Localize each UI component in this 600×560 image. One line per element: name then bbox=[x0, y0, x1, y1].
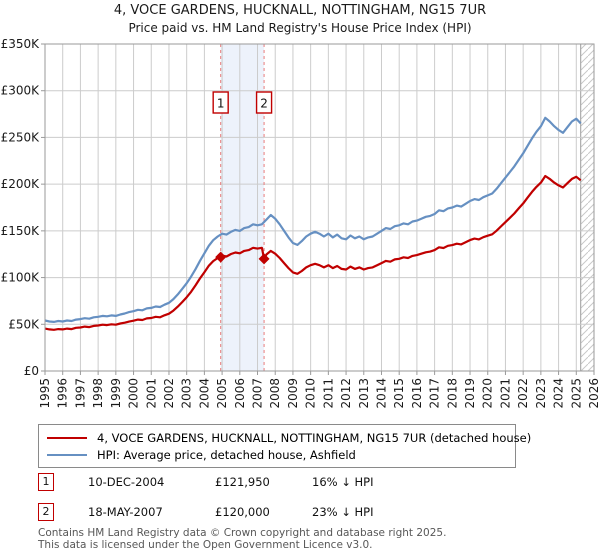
property-line-sample bbox=[47, 436, 87, 439]
x-tick-label: 2025 bbox=[569, 378, 583, 409]
x-tick-label: 2020 bbox=[481, 378, 495, 409]
x-tick-label: 1997 bbox=[73, 378, 87, 409]
y-tick-label: £150K bbox=[1, 224, 41, 238]
sale-1-flag: 1 bbox=[38, 473, 54, 491]
sale-marker-2 bbox=[258, 253, 270, 265]
x-tick-label: 2022 bbox=[516, 378, 530, 409]
x-tick-label: 2003 bbox=[180, 378, 194, 409]
x-tick-label: 2016 bbox=[410, 378, 424, 409]
x-tick-label: 2023 bbox=[534, 378, 548, 409]
page-title: 4, VOCE GARDENS, HUCKNALL, NOTTINGHAM, N… bbox=[113, 3, 487, 18]
legend-item-property: 4, VOCE GARDENS, HUCKNALL, NOTTINGHAM, N… bbox=[47, 429, 531, 446]
sale-row-2: 2 18-MAY-2007 £120,000 23% ↓ HPI bbox=[0, 503, 600, 523]
sale-2-price: £120,000 bbox=[215, 505, 270, 519]
x-tick-label: 2018 bbox=[445, 378, 459, 409]
x-tick-label: 2001 bbox=[144, 378, 158, 409]
x-tick-label: 2015 bbox=[392, 378, 406, 409]
legend: 4, VOCE GARDENS, HUCKNALL, NOTTINGHAM, N… bbox=[38, 424, 531, 468]
page-subtitle: Price paid vs. HM Land Registry's House … bbox=[128, 21, 472, 35]
svg-text:2: 2 bbox=[260, 97, 268, 111]
chart-flag-2 bbox=[255, 91, 273, 114]
x-tick-label: 1999 bbox=[109, 378, 123, 409]
chart-flag-1 bbox=[212, 91, 229, 114]
x-tick-label: 2004 bbox=[197, 378, 211, 409]
sale-marker-1 bbox=[215, 251, 227, 263]
x-tick-label: 2019 bbox=[463, 378, 477, 409]
sale-row-1: 1 10-DEC-2004 £121,950 16% ↓ HPI bbox=[0, 473, 600, 493]
x-tick-label: 2009 bbox=[286, 378, 300, 409]
x-tick-label: 2008 bbox=[268, 378, 282, 409]
y-tick-label: £0 bbox=[24, 364, 39, 378]
license-footer: Contains HM Land Registry data © Crown c… bbox=[38, 527, 447, 551]
legend-hpi-label: HPI: Average price, detached house, Ashf… bbox=[97, 447, 356, 462]
x-tick-label: 2000 bbox=[127, 378, 141, 409]
x-tick-label: 2026 bbox=[587, 378, 600, 409]
future-hatch-region bbox=[580, 44, 594, 371]
y-tick-label: £250K bbox=[1, 130, 41, 144]
x-tick-label: 2017 bbox=[428, 378, 442, 409]
sale-2-flag: 2 bbox=[38, 503, 54, 521]
x-tick-label: 2010 bbox=[304, 378, 318, 409]
x-tick-label: 2013 bbox=[357, 378, 371, 409]
sale-1-hpi-diff: 16% ↓ HPI bbox=[312, 475, 374, 489]
x-tick-label: 1995 bbox=[38, 378, 52, 409]
y-tick-label: £100K bbox=[1, 271, 41, 285]
x-tick-label: 1996 bbox=[56, 378, 70, 409]
x-tick-label: 2011 bbox=[321, 378, 335, 409]
legend-property-label: 4, VOCE GARDENS, HUCKNALL, NOTTINGHAM, N… bbox=[97, 430, 532, 445]
x-tick-label: 2012 bbox=[339, 378, 353, 409]
property-line bbox=[44, 174, 582, 331]
sale-2-date: 18-MAY-2007 bbox=[88, 505, 163, 519]
sale-2-hpi-diff: 23% ↓ HPI bbox=[312, 505, 374, 519]
x-tick-label: 2006 bbox=[233, 378, 247, 409]
price-chart: 1 2 £0 £50K £100K £150K £200K £250K £300K £350K 19… bbox=[1, 37, 600, 409]
x-tick-label: 2007 bbox=[251, 378, 265, 409]
y-tick-label: £200K bbox=[1, 177, 41, 191]
footer-line-1: Contains HM Land Registry data © Crown c… bbox=[38, 527, 447, 539]
x-tick-label: 1998 bbox=[91, 378, 105, 409]
legend-item-hpi: HPI: Average price, detached house, Ashf… bbox=[47, 446, 507, 463]
y-tick-label: £50K bbox=[8, 317, 40, 331]
x-tick-label: 2005 bbox=[215, 378, 229, 409]
x-tick-label: 2021 bbox=[498, 378, 512, 409]
hpi-line bbox=[44, 116, 582, 323]
sale-1-price: £121,950 bbox=[215, 475, 270, 489]
sale-1-date: 10-DEC-2004 bbox=[88, 475, 165, 489]
y-tick-label: £300K bbox=[1, 84, 41, 98]
hpi-line-sample bbox=[47, 453, 87, 456]
y-tick-label: £350K bbox=[1, 37, 41, 51]
x-tick-label: 2002 bbox=[162, 378, 176, 409]
x-tick-label: 2024 bbox=[552, 378, 566, 409]
x-tick-label: 2014 bbox=[374, 378, 388, 409]
footer-line-2: This data is licensed under the Open Gov… bbox=[38, 538, 373, 551]
svg-text:1: 1 bbox=[217, 97, 225, 111]
